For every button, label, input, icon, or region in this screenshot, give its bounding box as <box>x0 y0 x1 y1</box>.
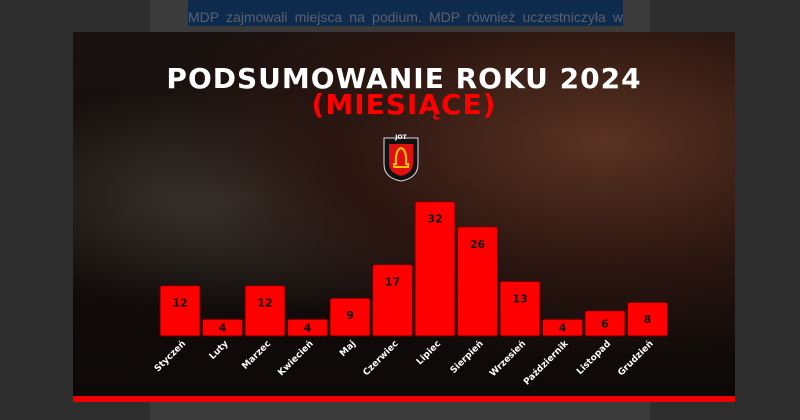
data-label: 8 <box>644 313 652 326</box>
category-label: Grudzień <box>616 339 655 378</box>
data-label: 26 <box>470 238 486 251</box>
category-label: Lipiec <box>415 339 443 367</box>
data-label: 17 <box>385 276 400 289</box>
bar-lipiec <box>414 201 456 337</box>
data-label: 4 <box>304 322 312 335</box>
article-text-line[interactable]: MDP zajmowali miejsca na podium. MDP rów… <box>188 9 623 26</box>
monthly-bar-chart: 12 Styczeń 4 Luty 12 Marzec 4 Kwiecień 9 Maj 17 Cze… <box>153 201 668 387</box>
svg-text:JOT: JOT <box>394 134 407 141</box>
accent-bar <box>73 396 735 402</box>
bar-sierpień <box>457 226 498 337</box>
article-text-line-partial <box>188 0 623 9</box>
fire-brigade-emblem-icon: JOT <box>383 134 419 182</box>
summary-infographic: PODSUMOWANIE ROKU 2024 (MIESIĄCE) JOT 12… <box>73 32 735 402</box>
category-label: Luty <box>208 339 231 362</box>
data-label: 12 <box>172 297 187 310</box>
data-label: 4 <box>219 322 227 335</box>
bar-październik <box>542 318 583 337</box>
bar-luty <box>202 318 243 337</box>
bar-czerwiec <box>372 264 413 337</box>
data-label: 12 <box>257 297 272 310</box>
bar-grudzień <box>627 301 668 337</box>
bar-listopad <box>584 310 626 337</box>
data-label: 6 <box>601 317 609 330</box>
category-label: Czerwiec <box>362 339 401 378</box>
category-label: Styczeń <box>153 339 188 374</box>
category-label: Maj <box>338 339 358 359</box>
bar-maj <box>329 297 371 337</box>
category-label: Wrzesień <box>488 339 528 379</box>
data-label: 13 <box>512 292 527 305</box>
category-label: Sierpień <box>449 339 486 376</box>
data-label: 32 <box>427 213 442 226</box>
category-label: Listopad <box>575 339 613 377</box>
category-label: Marzec <box>240 339 273 372</box>
category-label: Październik <box>522 338 571 387</box>
infographic-subtitle: (MIESIĄCE) <box>311 88 497 121</box>
data-label: 9 <box>346 309 354 322</box>
bar-kwiecień <box>287 318 328 337</box>
data-label: 4 <box>559 322 567 335</box>
bar-wrzesień <box>499 280 541 337</box>
bar-styczeń <box>159 285 201 337</box>
bar-marzec <box>244 285 286 337</box>
infographic-title: PODSUMOWANIE ROKU 2024 <box>166 62 642 95</box>
category-label: Kwiecień <box>276 339 315 378</box>
